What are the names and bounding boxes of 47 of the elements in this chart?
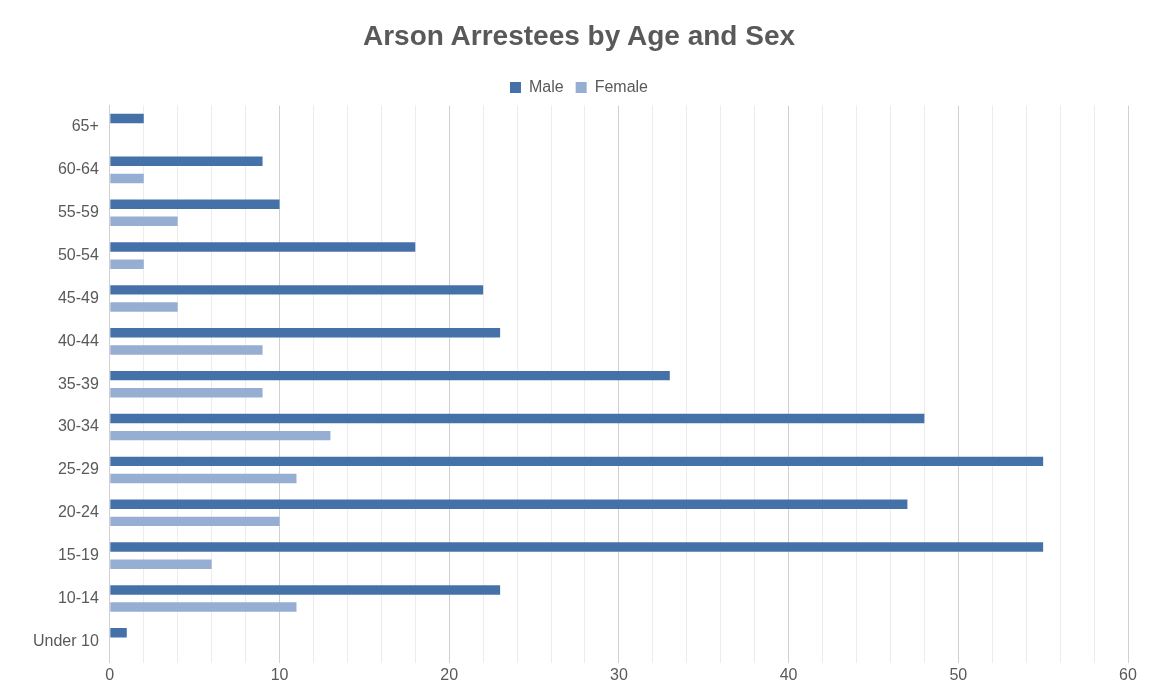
x-tick-label: 50 — [949, 665, 968, 683]
bar — [110, 456, 1044, 467]
bar — [110, 585, 501, 595]
bar — [110, 542, 1044, 552]
x-tick-label: 30 — [610, 665, 628, 683]
x-tick-label: 60 — [1119, 665, 1137, 683]
y-tick-label: 25-29 — [57, 460, 99, 478]
y-tick-label: 45-49 — [57, 288, 99, 306]
y-tick-label: 55-59 — [57, 203, 99, 221]
y-tick-label: 30-34 — [57, 417, 99, 435]
y-tick-label: 40-44 — [57, 331, 99, 349]
bar — [110, 242, 416, 252]
y-tick-label: 65+ — [71, 117, 99, 135]
y-tick-label: 20-24 — [57, 503, 99, 521]
x-tick-label: 40 — [779, 665, 798, 683]
bar — [110, 370, 670, 381]
bar — [110, 345, 263, 355]
bar — [110, 328, 501, 338]
bar — [110, 388, 263, 398]
bar — [110, 602, 297, 612]
bar — [110, 285, 484, 295]
bar — [110, 302, 178, 312]
bar — [110, 113, 144, 124]
bar — [110, 516, 280, 527]
chart-title: Arson Arrestees by Age and Sex — [362, 19, 796, 51]
y-tick-label: 50-54 — [57, 246, 99, 264]
x-tick-label: 10 — [270, 665, 289, 683]
bar — [110, 559, 212, 569]
bar — [110, 430, 331, 441]
y-tick-label: 35-39 — [57, 374, 99, 392]
bar — [110, 473, 297, 484]
bar — [110, 173, 144, 184]
y-tick-label: 10-14 — [57, 588, 99, 606]
bar — [110, 499, 908, 509]
x-tick-label: 20 — [440, 665, 459, 683]
bar — [110, 628, 127, 638]
bar — [110, 216, 178, 227]
legend-label: Female — [594, 78, 649, 96]
y-tick-label: 15-19 — [57, 546, 99, 564]
y-tick-label: Under 10 — [32, 631, 99, 649]
bar — [110, 199, 280, 209]
legend-label: Male — [528, 78, 564, 96]
bar — [110, 156, 263, 167]
y-tick-label: 60-64 — [57, 160, 99, 178]
bar — [110, 413, 925, 424]
bar — [110, 259, 144, 269]
x-tick-label: 0 — [105, 665, 115, 683]
